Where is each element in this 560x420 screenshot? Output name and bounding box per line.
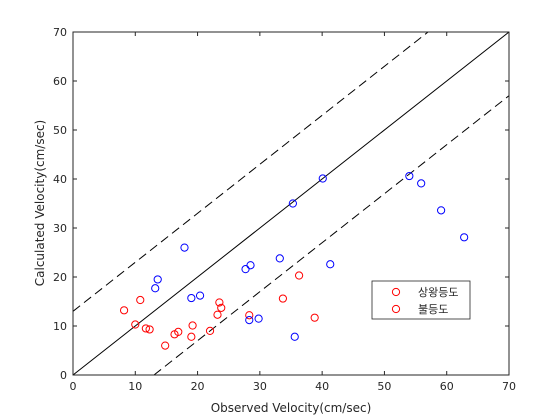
y-tick-label: 20 (53, 271, 67, 284)
x-tick-label: 40 (315, 380, 329, 393)
point-series-1-11 (205, 326, 215, 335)
x-axis-ticks: 0 10 20 30 40 50 60 70 (70, 32, 516, 393)
point-series-2-1 (151, 284, 160, 293)
point-series-1-8 (174, 327, 183, 336)
point-series-2-3 (180, 243, 189, 252)
point-series-1-5 (145, 325, 154, 334)
legend-marker-series-2 (391, 304, 401, 314)
point-series-2-9 (254, 314, 263, 323)
x-tick-label: 30 (253, 380, 267, 393)
x-tick-label: 0 (70, 380, 77, 393)
point-series-2-16 (417, 179, 426, 188)
point-series-2-8 (246, 261, 255, 270)
reference-line-2 (72, 31, 429, 312)
point-series-1-12 (213, 310, 222, 319)
point-series-2-18 (460, 233, 469, 242)
point-series-1-2 (131, 320, 140, 329)
point-series-1-14 (217, 303, 226, 312)
point-series-2-17 (437, 206, 446, 215)
y-tick-label: 30 (53, 222, 67, 235)
point-series-2-11 (288, 199, 297, 208)
x-axis-label: Observed Velocity(cm/sec) (211, 401, 372, 415)
point-series-1-10 (188, 321, 197, 330)
x-tick-label: 70 (502, 380, 516, 393)
y-tick-label: 50 (53, 124, 67, 137)
y-tick-label: 60 (53, 75, 67, 88)
y-axis-ticks: 0 10 20 30 40 50 60 70 (53, 26, 509, 382)
point-series-1-18 (310, 313, 319, 322)
x-tick-label: 10 (128, 380, 142, 393)
x-tick-label: 50 (377, 380, 391, 393)
data-points (119, 171, 469, 350)
point-series-1-13 (215, 298, 224, 307)
y-axis-label: Calculated Velocity(cm/sec) (33, 120, 47, 286)
point-series-2-12 (290, 332, 299, 341)
point-series-1-16 (278, 294, 288, 303)
y-tick-label: 0 (60, 369, 67, 382)
axes-box (72, 31, 510, 376)
y-tick-label: 10 (53, 320, 67, 333)
y-tick-label: 70 (53, 26, 67, 39)
point-series-2-6 (241, 265, 250, 274)
x-tick-label: 20 (191, 380, 205, 393)
point-series-2-5 (195, 291, 205, 300)
legend-label-series-1: 상왕등도 (418, 286, 458, 299)
point-series-1-6 (161, 341, 170, 350)
x-tick-label: 60 (440, 380, 454, 393)
point-series-1-17 (294, 271, 304, 280)
point-series-2-4 (187, 293, 196, 303)
y-tick-label: 40 (53, 173, 67, 186)
point-series-1-9 (187, 332, 196, 341)
point-series-2-13 (318, 174, 327, 183)
point-series-1-1 (119, 306, 129, 315)
legend-marker-series-1 (391, 287, 401, 297)
point-series-1-15 (245, 311, 254, 320)
legend-box (371, 280, 471, 320)
point-series-2-14 (326, 260, 335, 269)
legend-label-series-2: 불등도 (418, 303, 448, 316)
point-series-2-15 (405, 171, 414, 181)
point-series-2-2 (153, 275, 162, 284)
point-series-1-3 (136, 295, 145, 305)
legend: 상왕등도 불등도 (371, 280, 471, 320)
point-series-1-4 (141, 324, 150, 333)
reference-line-1 (72, 31, 510, 376)
point-series-2-7 (245, 316, 254, 325)
point-series-2-10 (275, 254, 284, 263)
